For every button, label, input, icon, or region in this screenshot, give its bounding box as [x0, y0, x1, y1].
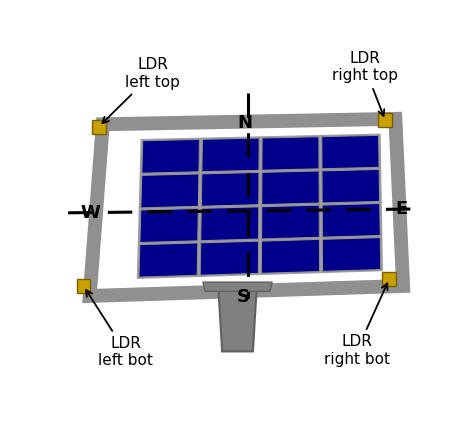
Polygon shape	[262, 171, 319, 204]
Polygon shape	[141, 174, 199, 208]
Polygon shape	[201, 173, 259, 206]
Polygon shape	[140, 208, 198, 242]
Polygon shape	[322, 135, 379, 169]
Text: E: E	[395, 200, 408, 218]
Polygon shape	[261, 239, 319, 273]
Polygon shape	[203, 282, 272, 291]
Polygon shape	[322, 238, 381, 271]
Polygon shape	[202, 138, 259, 172]
Text: N: N	[238, 114, 253, 132]
Bar	[383, 272, 396, 286]
Polygon shape	[142, 139, 200, 173]
Text: LDR
left bot: LDR left bot	[86, 290, 153, 368]
Polygon shape	[201, 207, 259, 241]
Polygon shape	[139, 243, 198, 277]
Text: W: W	[81, 204, 100, 222]
Polygon shape	[219, 286, 257, 351]
Text: LDR
left top: LDR left top	[102, 57, 180, 123]
Text: LDR
right bot: LDR right bot	[324, 283, 390, 367]
Bar	[378, 113, 392, 127]
Polygon shape	[262, 205, 319, 239]
Polygon shape	[322, 204, 380, 237]
Bar	[92, 120, 106, 133]
Polygon shape	[262, 137, 319, 170]
Polygon shape	[90, 119, 403, 296]
Polygon shape	[137, 134, 383, 278]
Text: LDR
right top: LDR right top	[332, 51, 398, 116]
Bar	[77, 279, 91, 293]
Polygon shape	[200, 241, 259, 275]
Text: S: S	[237, 288, 249, 306]
Polygon shape	[322, 170, 380, 203]
